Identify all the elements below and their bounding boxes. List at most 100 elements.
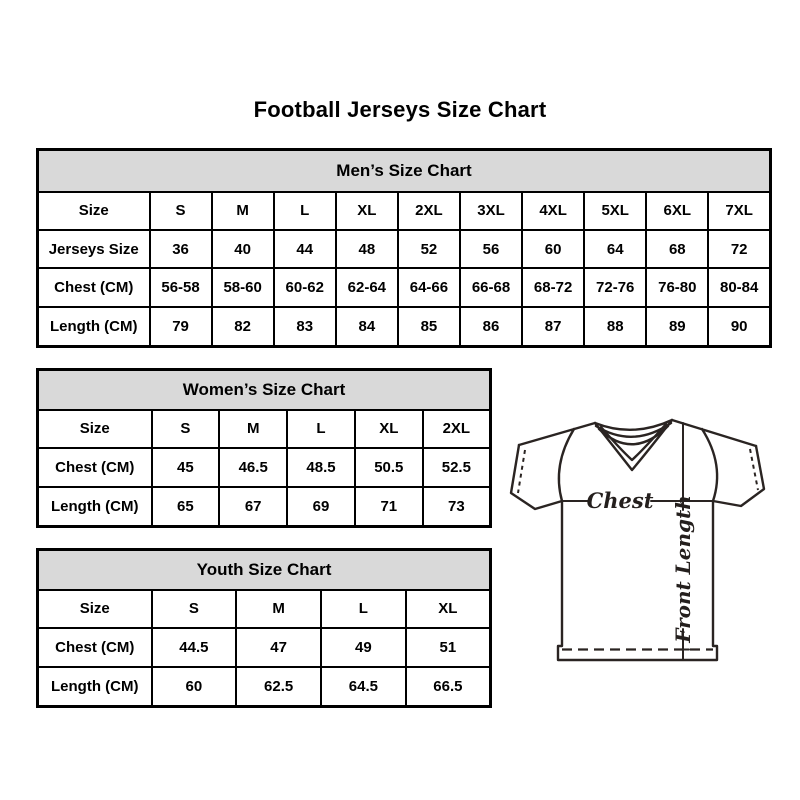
collar-top-edge [593, 418, 674, 431]
size-value-cell: 6XL [645, 190, 710, 231]
size-value-cell: 64 [583, 228, 648, 270]
mens-table-title: Men’s Size Chart [36, 148, 772, 193]
size-value-cell: XL [404, 588, 492, 630]
table-row: Length (CM) 65 67 69 71 73 [36, 485, 492, 528]
row-label-cell: Chest (CM) [36, 627, 153, 668]
size-value-cell: 62-64 [334, 267, 399, 308]
size-value-cell: 45 [150, 447, 221, 488]
front-length-label: Front Length [671, 495, 695, 644]
row-label-cell: Chest (CM) [36, 267, 151, 308]
right-sleeve [711, 444, 766, 508]
womens-size-table: Women’s Size Chart Size S M L XL 2XL Chest (CM… [36, 368, 492, 528]
size-value-cell: 76-80 [645, 267, 710, 308]
size-value-cell: L [286, 408, 356, 450]
womens-table-title: Women’s Size Chart [36, 368, 492, 411]
size-value-cell: 85 [396, 305, 461, 348]
table-row: Size S M L XL 2XL [36, 408, 492, 450]
size-value-cell: 86 [458, 305, 524, 348]
youth-size-table: Youth Size Chart Size S M L XL Chest (CM) 44.5… [36, 548, 492, 708]
size-value-cell: 66.5 [404, 665, 492, 708]
size-value-cell: M [218, 408, 289, 450]
table-row: Chest (CM) 56-58 58-60 60-62 62-64 64-66 66-68… [36, 267, 772, 308]
size-value-cell: 40 [210, 228, 275, 270]
size-value-cell: 60 [521, 228, 586, 270]
table-row: Chest (CM) 44.5 47 49 51 [36, 627, 492, 668]
table-row: Length (CM) 60 62.5 64.5 66.5 [36, 665, 492, 708]
size-value-cell: XL [334, 190, 399, 231]
size-value-cell: 82 [210, 305, 275, 348]
row-label-cell: Size [36, 408, 153, 450]
size-value-cell: 68 [645, 228, 710, 270]
left-shoulder [517, 421, 597, 447]
table-row: Size S M L XL [36, 588, 492, 630]
table-row: Size S M L XL 2XL 3XL 4XL 5XL 6XL 7XL [36, 190, 772, 231]
left-cuff-dashes [517, 449, 526, 494]
front-length-measure-line [676, 422, 690, 661]
table-row: Chest (CM) 45 46.5 48.5 50.5 52.5 [36, 447, 492, 488]
row-label-cell: Size [36, 190, 151, 231]
size-value-cell: 49 [320, 627, 407, 668]
size-value-cell: XL [353, 408, 424, 450]
right-cuff-dashes [749, 448, 759, 491]
size-value-cell: 80-84 [707, 267, 772, 308]
row-label-cell: Length (CM) [36, 665, 153, 708]
size-value-cell: 83 [272, 305, 337, 348]
size-value-cell: 79 [148, 305, 213, 348]
right-shoulder [670, 418, 758, 448]
table-header-row: Youth Size Chart [36, 548, 492, 591]
size-value-cell: 7XL [707, 190, 772, 231]
size-value-cell: M [210, 190, 275, 231]
size-value-cell: 72 [707, 228, 772, 270]
vneck-inner [599, 422, 668, 462]
table-row: Jerseys Size 36 40 44 48 52 56 60 64 68 72 [36, 228, 772, 270]
size-value-cell: 2XL [396, 190, 461, 231]
size-value-cell: 4XL [521, 190, 586, 231]
size-value-cell: 87 [521, 305, 586, 348]
size-value-cell: L [320, 588, 407, 630]
size-value-cell: 71 [353, 485, 424, 528]
page-title: Football Jerseys Size Chart [253, 97, 547, 122]
youth-table-title: Youth Size Chart [36, 548, 492, 591]
size-value-cell: 44.5 [150, 627, 238, 668]
size-value-cell: 62.5 [235, 665, 322, 708]
size-value-cell: 66-68 [458, 267, 524, 308]
size-value-cell: S [148, 190, 213, 231]
size-value-cell: 56-58 [148, 267, 213, 308]
table-header-row: Men’s Size Chart [36, 148, 772, 193]
size-value-cell: 52.5 [421, 447, 492, 488]
size-value-cell: 46.5 [218, 447, 289, 488]
size-value-cell: 67 [218, 485, 289, 528]
size-value-cell: 2XL [421, 408, 492, 450]
size-value-cell: 44 [272, 228, 337, 270]
size-value-cell: 50.5 [353, 447, 424, 488]
size-value-cell: 56 [458, 228, 524, 270]
size-value-cell: 47 [235, 627, 322, 668]
mens-size-table: Men’s Size Chart Size S M L XL 2XL 3XL 4XL 5XL 6X… [36, 148, 772, 348]
row-label-cell: Chest (CM) [36, 447, 153, 488]
size-value-cell: 48 [334, 228, 399, 270]
size-value-cell: 73 [421, 485, 492, 528]
size-value-cell: S [150, 588, 238, 630]
table-header-row: Women’s Size Chart [36, 368, 492, 411]
right-armhole-seam [700, 427, 719, 503]
size-value-cell: L [272, 190, 337, 231]
size-value-cell: 64-66 [396, 267, 461, 308]
size-value-cell: M [235, 588, 322, 630]
row-label-cell: Length (CM) [36, 305, 151, 348]
row-label-cell: Jerseys Size [36, 228, 151, 270]
size-value-cell: 5XL [583, 190, 648, 231]
size-value-cell: 72-76 [583, 267, 648, 308]
table-row: Length (CM) 79 82 83 84 85 86 87 88 89 90 [36, 305, 772, 348]
chest-label: Chest [587, 488, 654, 513]
row-label-cell: Length (CM) [36, 485, 153, 528]
size-value-cell: 3XL [458, 190, 524, 231]
size-value-cell: 48.5 [286, 447, 356, 488]
vneck-outer [593, 418, 674, 472]
body-outline [556, 499, 719, 662]
size-value-cell: 36 [148, 228, 213, 270]
size-value-cell: 65 [150, 485, 221, 528]
left-armhole-seam [557, 427, 576, 503]
size-value-cell: 88 [583, 305, 648, 348]
size-value-cell: 84 [334, 305, 399, 348]
size-value-cell: 69 [286, 485, 356, 528]
